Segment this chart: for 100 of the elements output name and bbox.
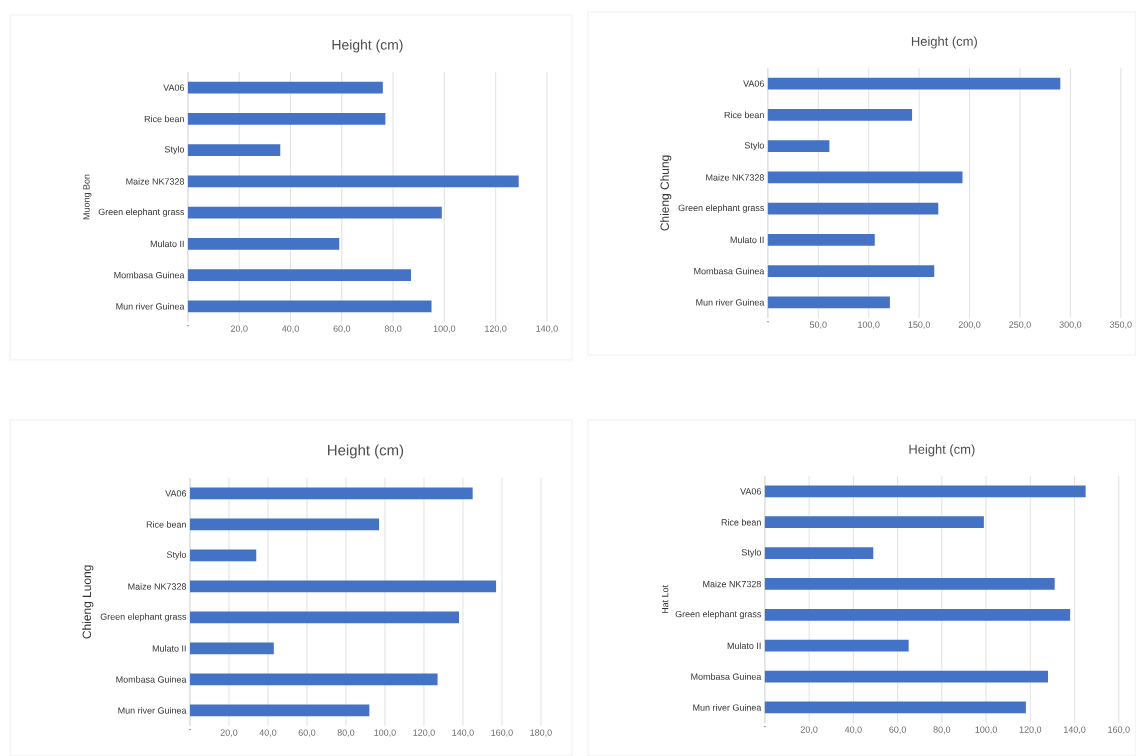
bar (187, 81, 383, 94)
bar (764, 670, 1049, 683)
y-tick-label: Maize NK7328 (128, 583, 187, 590)
chart-title: Height (cm) (909, 444, 975, 457)
bar (187, 175, 519, 188)
x-tick-label: 80,0 (933, 726, 951, 734)
bar (764, 516, 984, 529)
y-axis-title: Muong Bon (83, 174, 92, 220)
y-tick-label: Mombasa Guinea (694, 267, 765, 275)
x-tick-label: 100,0 (975, 726, 997, 734)
bar (767, 77, 1061, 90)
y-tick-label: Green elephant grass (678, 204, 765, 213)
y-tick-label: Stylo (164, 145, 185, 155)
y-tick-label: Mun river Guinea (118, 707, 187, 714)
y-tick-label: Maize NK7328 (703, 580, 761, 588)
x-tick-label: 160,0 (491, 729, 513, 737)
y-tick-label: Stylo (741, 548, 761, 558)
y-axis-title: Chieng Luong (82, 565, 94, 639)
x-tick-label: 140,0 (1064, 726, 1086, 734)
y-tick-label: Rice bean (144, 115, 184, 123)
x-tick-label: - (763, 726, 766, 728)
y-tick-label: Mulato II (727, 642, 761, 649)
bar (187, 269, 412, 281)
y-axis-title: Hat Lot (662, 584, 669, 614)
bar (767, 171, 963, 184)
chart-title: Height (cm) (911, 36, 977, 49)
y-tick-label: Green elephant grass (100, 613, 187, 622)
bar (764, 701, 1026, 714)
y-tick-label: Mombasa Guinea (691, 673, 762, 680)
x-tick-label: 350,0 (1109, 321, 1132, 329)
y-tick-label: Mulato II (150, 240, 184, 248)
bar (189, 642, 274, 655)
y-tick-label: VA06 (740, 488, 761, 495)
bar (187, 300, 432, 313)
x-tick-label: 60,0 (889, 726, 906, 734)
y-tick-label: Stylo (166, 551, 187, 560)
bar (764, 578, 1055, 590)
x-tick-label: 20,0 (220, 729, 238, 737)
y-tick-label: Stylo (744, 141, 764, 151)
bar (187, 144, 281, 157)
x-tick-label: 40,0 (844, 726, 862, 734)
x-tick-label: 140,0 (452, 729, 474, 737)
bar (767, 140, 830, 153)
x-tick-label: 140,0 (536, 325, 558, 333)
x-tick-label: 80,0 (384, 325, 402, 333)
chart-title: Height (cm) (328, 444, 404, 459)
x-tick-label: 120,0 (413, 729, 435, 737)
y-tick-label: Mun river Guinea (116, 302, 185, 310)
y-tick-label: Mulato II (152, 645, 186, 652)
bar (767, 233, 875, 246)
y-tick-label: VA06 (165, 490, 187, 497)
y-tick-label: Mombasa Guinea (116, 676, 187, 683)
x-tick-label: 180,0 (530, 729, 552, 737)
bar (764, 639, 909, 652)
bar (187, 237, 340, 250)
bar (767, 108, 913, 121)
bar (187, 112, 386, 125)
bar (189, 580, 497, 593)
y-tick-label: Rice bean (721, 518, 761, 526)
x-tick-label: 60,0 (333, 325, 351, 333)
x-tick-label: 100,0 (858, 321, 880, 329)
x-tick-label: 40,0 (282, 325, 299, 333)
x-tick-label: 60,0 (298, 729, 316, 737)
x-tick-label: 120,0 (1019, 726, 1042, 734)
bar (767, 265, 935, 277)
x-tick-label: 20,0 (230, 325, 248, 333)
x-tick-label: 80,0 (337, 729, 355, 737)
x-tick-label: 40,0 (259, 729, 277, 737)
y-tick-label: Green elephant grass (675, 610, 762, 619)
y-axis-title: Chieng Chung (660, 155, 672, 231)
bar (189, 704, 370, 717)
x-tick-label: 200,0 (958, 321, 981, 329)
bar (767, 202, 939, 215)
bar (189, 518, 380, 531)
x-tick-label: 250,0 (1009, 321, 1031, 329)
bar (187, 206, 442, 219)
y-tick-label: Rice bean (146, 521, 186, 528)
x-tick-label: 50,0 (809, 321, 827, 329)
bar (764, 608, 1071, 621)
y-tick-label: Mulato II (730, 236, 764, 244)
bar (189, 673, 438, 686)
y-tick-label: VA06 (743, 80, 764, 87)
x-tick-label: 120,0 (485, 325, 507, 333)
y-tick-label: Green elephant grass (98, 208, 185, 217)
bar (189, 611, 460, 624)
bar (764, 485, 1086, 498)
x-tick-label: 150,0 (908, 321, 930, 329)
chart-title: Height (cm) (332, 39, 403, 53)
y-tick-label: VA06 (163, 84, 185, 91)
y-tick-label: Mun river Guinea (696, 298, 765, 306)
x-tick-label: - (186, 325, 190, 327)
bar (764, 547, 874, 559)
x-tick-label: 160,0 (1108, 726, 1130, 734)
x-tick-label: - (766, 321, 769, 323)
y-tick-label: Maize NK7328 (706, 174, 764, 181)
y-tick-label: Mombasa Guinea (114, 271, 185, 279)
bar (189, 549, 257, 562)
bar (767, 296, 890, 309)
x-tick-label: 300,0 (1059, 321, 1082, 329)
x-tick-label: 100,0 (433, 325, 456, 333)
